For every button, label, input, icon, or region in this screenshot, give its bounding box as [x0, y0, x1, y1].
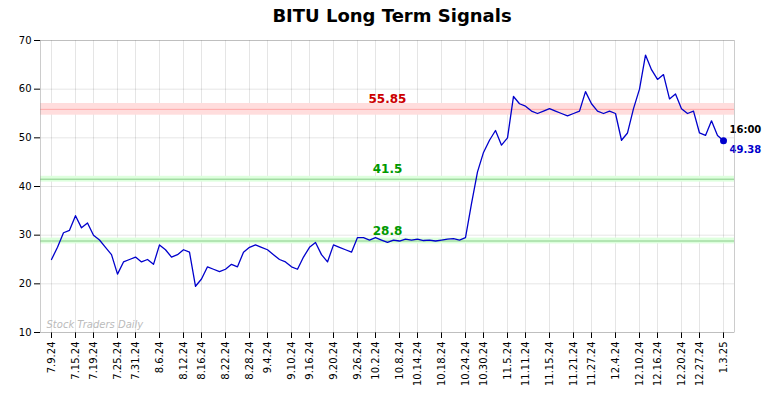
svg-text:60: 60 [19, 83, 32, 94]
svg-text:7.31.24: 7.31.24 [130, 342, 141, 380]
svg-text:10.30.24: 10.30.24 [478, 342, 489, 387]
svg-text:7.9.24: 7.9.24 [46, 342, 57, 374]
svg-text:10.18.24: 10.18.24 [436, 342, 447, 387]
svg-text:1.3.25: 1.3.25 [718, 342, 729, 374]
svg-text:10.24.24: 10.24.24 [460, 342, 471, 387]
svg-text:11.11.24: 11.11.24 [520, 342, 531, 387]
svg-text:12.27.24: 12.27.24 [694, 342, 705, 387]
svg-text:8.28.24: 8.28.24 [244, 342, 255, 380]
svg-text:49.38: 49.38 [729, 144, 762, 156]
svg-text:9.26.24: 9.26.24 [352, 342, 363, 380]
svg-text:12.10.24: 12.10.24 [634, 342, 645, 387]
svg-text:30: 30 [19, 229, 32, 240]
svg-text:10.8.24: 10.8.24 [394, 342, 405, 380]
svg-text:12.20.24: 12.20.24 [676, 342, 687, 387]
svg-text:28.8: 28.8 [373, 224, 403, 238]
svg-text:7.25.24: 7.25.24 [112, 342, 123, 380]
svg-text:8.22.24: 8.22.24 [220, 342, 231, 380]
svg-text:10.14.24: 10.14.24 [412, 342, 423, 387]
svg-text:41.5: 41.5 [373, 162, 403, 176]
svg-text:9.20.24: 9.20.24 [328, 342, 339, 380]
svg-text:10: 10 [19, 327, 32, 338]
html-text:BITU Long Term Signals: BITU Long Term Signals [272, 5, 512, 26]
svg-text:12.4.24: 12.4.24 [610, 342, 621, 380]
svg-text:11.27.24: 11.27.24 [586, 342, 597, 387]
svg-text:8.12.24: 8.12.24 [178, 342, 189, 380]
svg-text:7.19.24: 7.19.24 [88, 342, 99, 380]
svg-text:20: 20 [19, 278, 32, 289]
svg-text:11.5.24: 11.5.24 [502, 342, 513, 380]
svg-text:9.10.24: 9.10.24 [286, 342, 297, 380]
svg-text:50: 50 [19, 132, 32, 143]
svg-text:40: 40 [19, 181, 32, 192]
svg-text:9.16.24: 9.16.24 [304, 342, 315, 380]
svg-text:55.85: 55.85 [369, 92, 407, 106]
svg-text:11.15.24: 11.15.24 [544, 342, 555, 387]
svg-text:16:00: 16:00 [729, 124, 762, 136]
svg-text:8.16.24: 8.16.24 [196, 342, 207, 380]
svg-text:7.15.24: 7.15.24 [70, 342, 81, 380]
svg-text:Stock Traders Daily: Stock Traders Daily [47, 319, 145, 330]
svg-text:10.2.24: 10.2.24 [370, 342, 381, 380]
svg-text:8.6.24: 8.6.24 [154, 342, 165, 374]
svg-text:9.4.24: 9.4.24 [262, 342, 273, 374]
svg-text:11.21.24: 11.21.24 [568, 342, 579, 387]
svg-text:70: 70 [19, 35, 32, 46]
svg-text:12.16.24: 12.16.24 [652, 342, 663, 387]
